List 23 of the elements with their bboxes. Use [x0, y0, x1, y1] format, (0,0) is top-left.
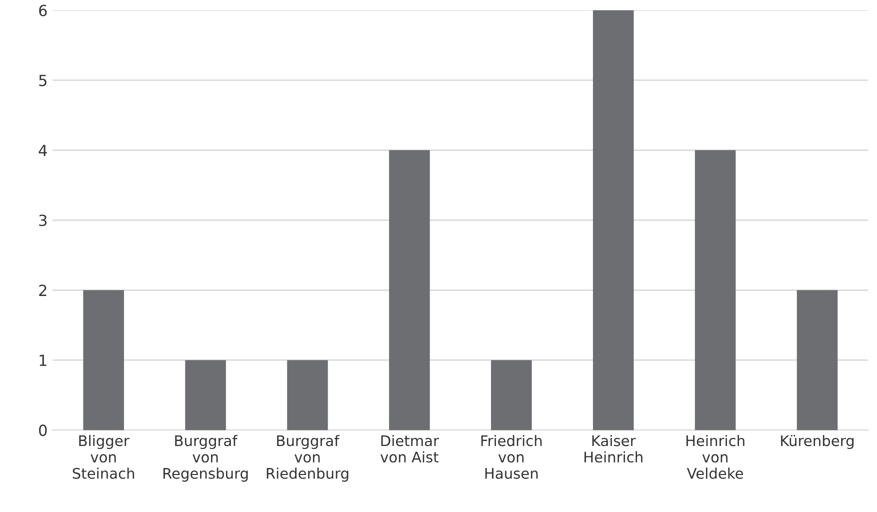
y-tick-label: 5	[39, 74, 46, 86]
bar	[491, 360, 532, 430]
x-tick-label: Friedrich von Hausen	[481, 434, 542, 479]
bar	[83, 290, 124, 430]
x-tick-label: Bligger von Steinach	[72, 434, 134, 479]
bar	[389, 150, 430, 430]
x-tick-label: Burggraf von Riedenburg	[266, 434, 348, 482]
x-tick-label: Heinrich von Veldeke	[686, 434, 744, 479]
y-tick-label: 3	[39, 214, 47, 226]
y-tick-label: 1	[40, 354, 46, 366]
y-tick-label: 2	[39, 284, 46, 296]
x-tick-label: Kürenberg	[781, 434, 854, 450]
y-tick-label: 6	[39, 4, 47, 16]
x-tick-label: Kaiser Heinrich	[584, 434, 642, 463]
bar	[592, 10, 634, 430]
bar	[287, 360, 328, 430]
bar	[185, 360, 226, 430]
y-tick-label: 4	[38, 144, 47, 156]
bar	[694, 150, 736, 430]
x-tick-label: Burggraf von Regensburg	[163, 434, 248, 482]
x-tick-label: Dietmar von Aist	[380, 434, 440, 463]
bar	[796, 290, 838, 430]
y-tick-label: 0	[39, 424, 47, 436]
